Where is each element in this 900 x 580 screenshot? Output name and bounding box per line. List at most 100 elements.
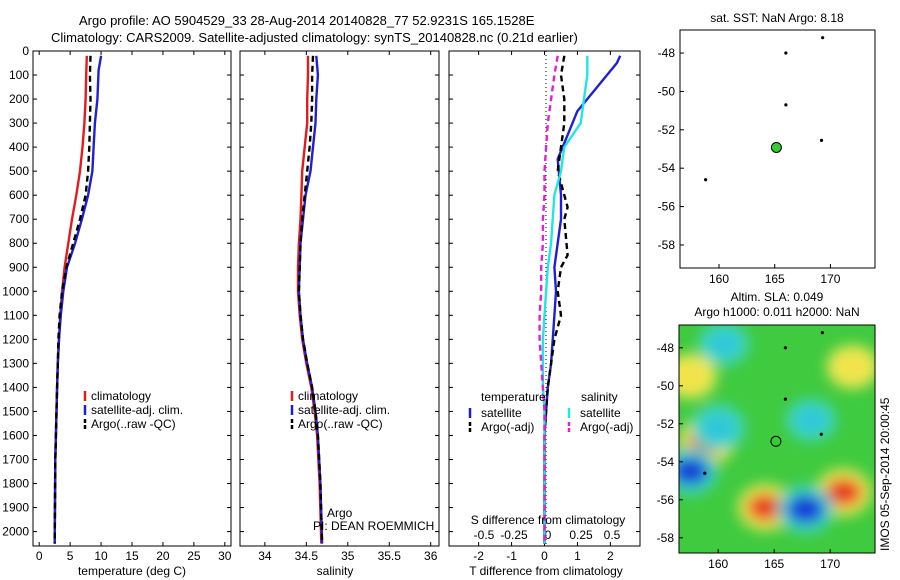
- series-line: [543, 55, 622, 544]
- difference-legend: temperature salinitysatelliteArgo(-adj)sa…: [468, 390, 633, 434]
- y-tick-label: 1600: [2, 428, 29, 442]
- y-tick-label: 1500: [2, 404, 29, 418]
- x-tick-label: 1: [574, 549, 581, 563]
- series-line: [538, 55, 559, 544]
- sla-map-panel: Altim. SLA: 0.049 Argo h1000: 0.011 h200…: [657, 290, 892, 571]
- series-line: [541, 55, 589, 544]
- temperature-series: [53, 55, 103, 544]
- y-tick-label: 100: [9, 68, 29, 82]
- series-line: [53, 55, 92, 544]
- map-y-tick-label: -54: [657, 455, 675, 469]
- salinity-axes-frame: [239, 50, 440, 547]
- y-tick-label: 1900: [2, 501, 29, 515]
- x-tick-label: -2: [473, 549, 484, 563]
- island: [704, 178, 708, 182]
- sla-anomalies: [679, 325, 875, 534]
- x-tick-label: 15: [125, 549, 139, 563]
- x-tick-label: 30: [218, 549, 232, 563]
- argo-annotation: Argo: [327, 506, 353, 520]
- y-tick-label: 700: [9, 212, 29, 226]
- secondary-tick-label: -0.25: [500, 528, 528, 542]
- sla-anomaly: [700, 414, 736, 441]
- island: [819, 138, 824, 142]
- difference-ticks: -2 -1 0 1 2 -0.5 -0.25 0 0.25 0.5: [449, 50, 640, 563]
- x-tick-label: -1: [506, 549, 517, 563]
- map-y-tick-label: -50: [658, 84, 676, 98]
- y-tick-label: 2000: [2, 525, 29, 539]
- sla-anomaly: [707, 332, 740, 356]
- map-y-tick-label: -58: [657, 531, 675, 545]
- series-line: [543, 55, 569, 544]
- y-tick-label: 300: [9, 116, 29, 130]
- y-tick-label: 1200: [2, 332, 29, 346]
- series-line: [53, 55, 88, 544]
- map-y-tick-label: -56: [658, 200, 676, 214]
- map-y-tick-label: -58: [658, 238, 676, 252]
- sst-map-panel: sat. SST: NaN Argo: 8.18 160 165 170 -48 -50…: [658, 11, 876, 286]
- legend-label: Argo(..raw -QC): [298, 417, 383, 431]
- sla-map-frame: [678, 324, 876, 554]
- map-y-tick-label: -48: [658, 46, 676, 60]
- series-line: [53, 55, 103, 544]
- sla-anomaly: [786, 495, 825, 524]
- difference-panel: -2 -1 0 1 2 -0.5 -0.25 0 0.25 0.5 S difference fr…: [448, 50, 641, 578]
- sla-anomaly: [795, 408, 827, 432]
- island: [819, 432, 823, 436]
- sla-anomaly: [836, 354, 870, 380]
- map-y-tick-label: -52: [657, 417, 675, 431]
- header-line1: Argo profile: AO 5904529_33 28-Aug-2014 …: [79, 13, 535, 28]
- y-tick-label: 1700: [2, 452, 29, 466]
- y-tick-label: 1300: [2, 356, 29, 370]
- sla-map-subtitle: Argo h1000: 0.011 h2000: NaN: [694, 305, 859, 319]
- sst-map-title: sat. SST: NaN Argo: 8.18: [710, 11, 844, 25]
- legend-label: satellite: [481, 406, 522, 420]
- x-tick-label: 2: [607, 549, 614, 563]
- map-y-tick-label: -48: [657, 341, 675, 355]
- map-y-tick-label: -54: [658, 161, 676, 175]
- map-x-tick-label: 160: [709, 272, 729, 286]
- secondary-tick-label: 0.5: [604, 528, 621, 542]
- island: [784, 51, 788, 55]
- sla-anomaly: [747, 493, 784, 521]
- x-tick-label: 25: [187, 549, 201, 563]
- pi-annotation: PI: DEAN ROEMMICH: [313, 519, 434, 533]
- difference-series: [538, 55, 622, 544]
- series-line: [296, 55, 323, 544]
- island: [783, 346, 788, 350]
- y-tick-label: 400: [9, 140, 29, 154]
- x-tick-label: 35.5: [378, 549, 402, 563]
- y-tick-label: 200: [9, 92, 29, 106]
- y-tick-label: 1400: [2, 380, 29, 394]
- temperature-xlabel: temperature (deg C): [78, 564, 186, 578]
- salinity-ticks: 34 34.5 35 35.5 36: [240, 50, 439, 563]
- legend-header: salinity: [581, 390, 618, 404]
- salinity-series: [296, 55, 324, 544]
- legend-label: Argo(..raw -QC): [91, 417, 176, 431]
- map-y-tick-label: -56: [657, 493, 675, 507]
- map-y-tick-label: -50: [657, 379, 675, 393]
- salinity-panel: 34 34.5 35 35.5 36 salinity climatologysatel…: [239, 50, 440, 578]
- argo-float-marker: [770, 141, 782, 153]
- series-line: [297, 55, 324, 544]
- secondary-tick-label: 0: [545, 528, 552, 542]
- s-difference-label: S difference from climatology: [471, 513, 626, 527]
- x-tick-label: 20: [156, 549, 170, 563]
- legend-label: satellite: [580, 406, 621, 420]
- sla-map-content: [703, 331, 824, 475]
- y-tick-label: 900: [9, 260, 29, 274]
- t-difference-xlabel: T difference from climatology: [469, 564, 623, 578]
- island: [784, 103, 788, 107]
- legend-label: satellite-adj. clim.: [298, 403, 390, 417]
- temperature-panel: 0 5 10 15 20 25 300100200300400500600700800900…: [2, 44, 232, 578]
- map-x-tick-label: 170: [820, 557, 840, 571]
- temperature-ticks: 0 5 10 15 20 25 300100200300400500600700800900…: [2, 44, 232, 563]
- secondary-tick-label: -0.5: [474, 528, 495, 542]
- legend-label: Argo(-adj): [481, 420, 534, 434]
- legend-label: climatology: [91, 389, 151, 403]
- map-x-tick-label: 160: [708, 557, 728, 571]
- argo-float-marker: [770, 435, 782, 447]
- x-tick-label: 35: [341, 549, 355, 563]
- map-x-tick-label: 165: [764, 557, 784, 571]
